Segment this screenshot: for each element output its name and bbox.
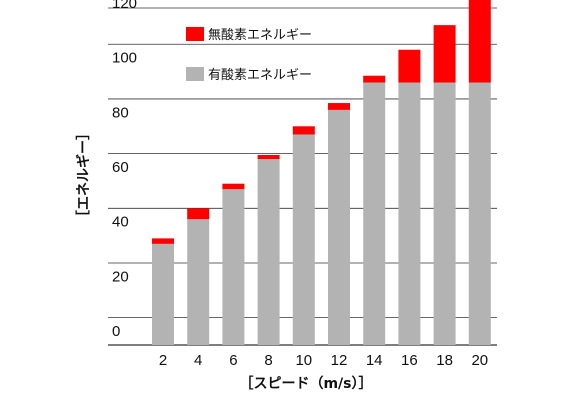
legend-swatch [186, 67, 204, 81]
bar-aerobic [292, 134, 315, 345]
x-tick-label: 10 [295, 352, 312, 369]
y-axis-title: ［エネルギー］ [75, 126, 92, 224]
x-tick-label: 6 [229, 352, 237, 369]
y-tick-label: 60 [112, 159, 129, 176]
x-tick-label: 8 [264, 352, 272, 369]
bar-anaerobic [398, 49, 421, 83]
bar-aerobic [328, 109, 350, 345]
bar-aerobic [152, 243, 174, 345]
y-axis-ticks: 0 20 40 60 80 100 120 [112, 0, 137, 340]
bar-aerobic [398, 82, 421, 345]
x-tick-label: 16 [401, 352, 418, 369]
bar-aerobic [187, 219, 210, 345]
x-tick-label: 20 [471, 352, 488, 369]
y-tick-label: 80 [112, 104, 129, 121]
bar-aerobic [257, 159, 280, 345]
y-tick-label: 120 [112, 0, 137, 12]
y-tick-label: 40 [112, 214, 129, 231]
bar-aerobic [363, 82, 386, 345]
bar-anaerobic [152, 238, 174, 244]
x-axis-ticks: 2 4 6 8 10 12 14 16 18 20 [159, 352, 488, 369]
bar-anaerobic [187, 208, 210, 220]
x-tick-label: 12 [331, 352, 348, 369]
bars [152, 0, 491, 345]
x-tick-label: 2 [159, 352, 167, 369]
y-tick-label: 100 [112, 50, 137, 67]
x-tick-label: 14 [366, 352, 383, 369]
bar-anaerobic [468, 0, 491, 83]
x-axis-title: ［スピード（m/s）］ [239, 375, 372, 392]
bar-anaerobic [433, 25, 456, 83]
bar-aerobic [433, 82, 456, 345]
legend-label: 無酸素エネルギー [208, 28, 312, 43]
x-tick-label: 4 [194, 352, 202, 369]
y-tick-label: 0 [112, 323, 120, 340]
bar-anaerobic [257, 154, 280, 160]
bar-anaerobic [328, 103, 350, 110]
legend-swatch [186, 27, 204, 41]
x-tick-label: 18 [436, 352, 453, 369]
bar-anaerobic [222, 183, 245, 190]
bar-anaerobic [292, 126, 315, 135]
y-tick-label: 20 [112, 268, 129, 285]
bar-aerobic [468, 82, 491, 345]
bar-aerobic [222, 189, 245, 345]
bar-anaerobic [363, 75, 386, 83]
legend-label: 有酸素エネルギー [208, 68, 312, 83]
